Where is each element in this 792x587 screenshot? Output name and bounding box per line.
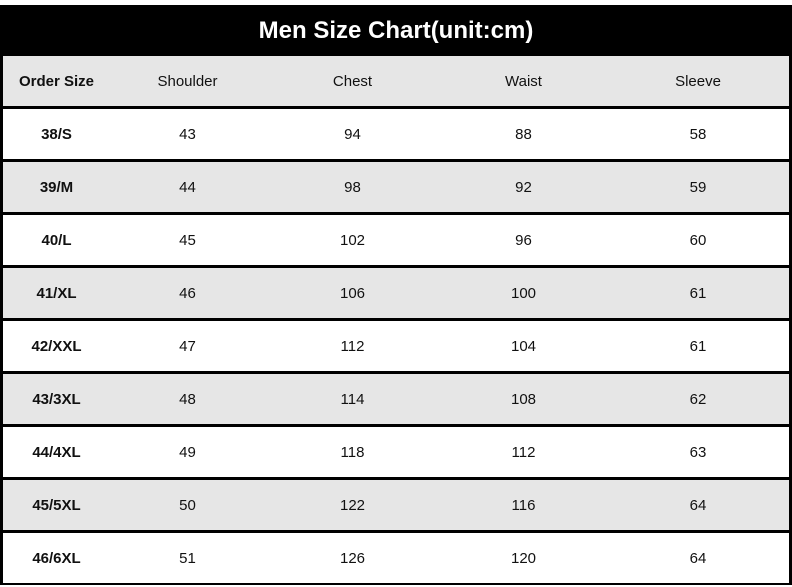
cell-waist: 100	[440, 268, 607, 321]
table-row: 45/5XL 50 122 116 64	[3, 480, 789, 533]
cell-waist: 104	[440, 321, 607, 374]
cell-sleeve: 64	[607, 533, 789, 583]
table-row: 44/4XL 49 118 112 63	[3, 427, 789, 480]
cell-chest: 106	[265, 268, 440, 321]
cell-waist: 108	[440, 374, 607, 427]
cell-order-size: 41/XL	[3, 268, 110, 321]
cell-order-size: 42/XXL	[3, 321, 110, 374]
size-chart: Men Size Chart(unit:cm) Order Size Shoul…	[0, 5, 792, 585]
cell-sleeve: 58	[607, 109, 789, 162]
cell-order-size: 44/4XL	[3, 427, 110, 480]
cell-waist: 92	[440, 162, 607, 215]
cell-order-size: 38/S	[3, 109, 110, 162]
cell-waist: 88	[440, 109, 607, 162]
table-row: 38/S 43 94 88 58	[3, 109, 789, 162]
cell-shoulder: 44	[110, 162, 265, 215]
cell-shoulder: 46	[110, 268, 265, 321]
header-chest: Chest	[265, 56, 440, 109]
cell-shoulder: 50	[110, 480, 265, 533]
cell-waist: 116	[440, 480, 607, 533]
table-row: 39/M 44 98 92 59	[3, 162, 789, 215]
header-order-size: Order Size	[3, 56, 110, 109]
cell-sleeve: 63	[607, 427, 789, 480]
cell-sleeve: 62	[607, 374, 789, 427]
cell-sleeve: 64	[607, 480, 789, 533]
cell-chest: 126	[265, 533, 440, 583]
cell-chest: 94	[265, 109, 440, 162]
cell-sleeve: 61	[607, 321, 789, 374]
cell-waist: 120	[440, 533, 607, 583]
cell-chest: 98	[265, 162, 440, 215]
table-row: 46/6XL 51 126 120 64	[3, 533, 789, 583]
cell-chest: 122	[265, 480, 440, 533]
table-row: 41/XL 46 106 100 61	[3, 268, 789, 321]
chart-title: Men Size Chart(unit:cm)	[258, 17, 534, 44]
cell-shoulder: 49	[110, 427, 265, 480]
cell-shoulder: 45	[110, 215, 265, 268]
cell-shoulder: 43	[110, 109, 265, 162]
header-sleeve: Sleeve	[607, 56, 789, 109]
cell-sleeve: 60	[607, 215, 789, 268]
header-row: Order Size Shoulder Chest Waist Sleeve	[3, 56, 789, 109]
cell-chest: 102	[265, 215, 440, 268]
cell-order-size: 45/5XL	[3, 480, 110, 533]
cell-sleeve: 61	[607, 268, 789, 321]
cell-chest: 112	[265, 321, 440, 374]
cell-order-size: 46/6XL	[3, 533, 110, 583]
cell-chest: 114	[265, 374, 440, 427]
cell-chest: 118	[265, 427, 440, 480]
cell-shoulder: 51	[110, 533, 265, 583]
cell-shoulder: 48	[110, 374, 265, 427]
cell-sleeve: 59	[607, 162, 789, 215]
cell-shoulder: 47	[110, 321, 265, 374]
cell-order-size: 40/L	[3, 215, 110, 268]
header-shoulder: Shoulder	[110, 56, 265, 109]
cell-waist: 96	[440, 215, 607, 268]
table-row: 40/L 45 102 96 60	[3, 215, 789, 268]
header-waist: Waist	[440, 56, 607, 109]
cell-waist: 112	[440, 427, 607, 480]
table-row: 43/3XL 48 114 108 62	[3, 374, 789, 427]
cell-order-size: 39/M	[3, 162, 110, 215]
cell-order-size: 43/3XL	[3, 374, 110, 427]
size-table: Order Size Shoulder Chest Waist Sleeve 3…	[3, 56, 789, 583]
table-row: 42/XXL 47 112 104 61	[3, 321, 789, 374]
